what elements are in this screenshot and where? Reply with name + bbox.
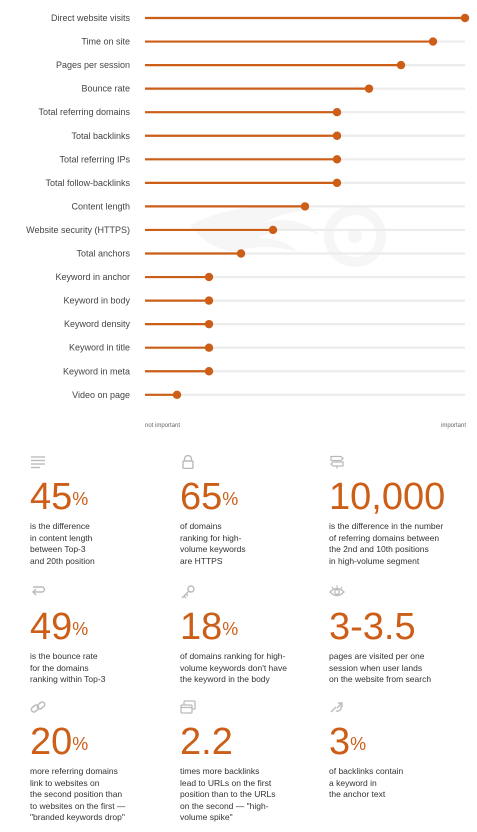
- stat-description: pages are visited per one session when u…: [329, 651, 432, 684]
- value-dot: [332, 108, 342, 117]
- category-label: Pages per session: [56, 60, 130, 70]
- stat-value: 20%: [30, 722, 88, 762]
- chart-row: Time on site: [81, 37, 465, 47]
- stat-number: 3: [329, 721, 351, 763]
- value-dot: [300, 202, 310, 211]
- return-arrow-icon: [30, 585, 46, 599]
- stat-value: 2.2: [180, 722, 233, 762]
- value-dot: [268, 225, 278, 235]
- category-label: Keyword in body: [63, 296, 130, 306]
- stat-number: 18: [180, 606, 223, 648]
- chart-row: Keyword in anchor: [55, 272, 465, 282]
- text-lines-icon: [30, 455, 46, 469]
- stat-unit: %: [222, 489, 239, 509]
- stat-unit: %: [72, 619, 89, 639]
- chart-row: Total anchors: [76, 249, 465, 259]
- category-label: Total referring domains: [38, 107, 130, 117]
- value-dot: [236, 249, 246, 258]
- stat-description: times more backlinks lead to URLs on the…: [180, 766, 276, 822]
- chart-row: Keyword density: [64, 319, 465, 329]
- category-label: Content length: [71, 201, 130, 211]
- category-label: Bounce rate: [81, 84, 130, 94]
- stat-unit: %: [222, 619, 239, 639]
- value-dot: [396, 60, 406, 70]
- value-dot: [460, 13, 470, 23]
- stat-number: 49: [30, 606, 73, 648]
- chart-row: Total backlinks: [71, 131, 465, 141]
- value-dot: [204, 343, 214, 352]
- stat-unit: %: [72, 734, 89, 754]
- value-dot: [204, 319, 214, 329]
- stat-description: of domains ranking for high- volume keyw…: [180, 651, 287, 684]
- key-icon: [180, 585, 196, 599]
- stat-value: 18%: [180, 607, 238, 647]
- category-label: Keyword in anchor: [55, 272, 130, 282]
- value-dot: [332, 178, 342, 188]
- stat-description: of backlinks contain a keyword in the an…: [329, 766, 404, 799]
- value-dot: [332, 155, 342, 164]
- chart-row: Keyword in title: [69, 343, 465, 353]
- category-label: Keyword in title: [69, 343, 130, 353]
- value-dot: [364, 84, 374, 93]
- lock-icon: [180, 455, 196, 469]
- ranking-factors-chart: Direct website visits Time on site Pages p…: [26, 13, 470, 429]
- chart-row: Total referring IPs: [59, 154, 465, 164]
- axis-max-label: important: [441, 423, 466, 429]
- stat-number: 2.2: [180, 721, 233, 763]
- stat-description: is the difference in the number of refer…: [329, 521, 444, 566]
- chart-row: Direct website visits: [51, 13, 470, 23]
- category-label: Total follow-backlinks: [45, 178, 130, 188]
- category-label: Total referring IPs: [59, 154, 130, 164]
- stat-description: more referring domains link to websites …: [30, 766, 126, 822]
- value-dot: [204, 367, 214, 376]
- stat-value: 10,000: [329, 477, 445, 517]
- stat-number: 65: [180, 476, 223, 518]
- stat-description: is the difference in content length betw…: [30, 521, 95, 566]
- axis-min-label: not important: [145, 423, 180, 429]
- value-dot: [204, 296, 214, 305]
- chart-row: Keyword in body: [63, 296, 465, 306]
- category-label: Website security (HTTPS): [26, 225, 130, 235]
- stat-value: 65%: [180, 477, 238, 517]
- chart-row: Video on page: [72, 390, 465, 400]
- stat-number: 3-3.5: [329, 606, 416, 648]
- link-icon: [30, 700, 46, 714]
- category-label: Time on site: [81, 37, 130, 47]
- anchor-link-icon: [329, 700, 345, 714]
- category-label: Video on page: [72, 390, 130, 400]
- category-label: Direct website visits: [51, 13, 131, 23]
- value-dot: [332, 131, 342, 140]
- value-dot: [204, 272, 214, 282]
- stat-value: 3%: [329, 722, 366, 762]
- value-dot: [172, 390, 182, 399]
- chart-row: Total follow-backlinks: [45, 178, 465, 188]
- signpost-icon: [329, 455, 345, 469]
- category-label: Keyword density: [64, 319, 131, 329]
- category-label: Keyword in meta: [63, 366, 130, 376]
- stat-number: 10,000: [329, 476, 446, 518]
- chart-row: Content length: [71, 201, 465, 211]
- stat-description: is the bounce rate for the domains ranki…: [30, 651, 106, 684]
- chart-row: Bounce rate: [81, 84, 465, 94]
- chart-row: Keyword in meta: [63, 366, 465, 376]
- stat-number: 20: [30, 721, 73, 763]
- stat-unit: %: [72, 489, 89, 509]
- chart-row: Pages per session: [56, 60, 465, 70]
- stat-value: 45%: [30, 477, 88, 517]
- stat-number: 45: [30, 476, 73, 518]
- value-dot: [428, 37, 438, 46]
- chart-row: Website security (HTTPS): [26, 225, 465, 235]
- chart-row: Total referring domains: [38, 107, 465, 117]
- windows-icon: [180, 700, 196, 714]
- category-label: Total backlinks: [71, 131, 130, 141]
- stat-value: 3-3.5: [329, 607, 416, 647]
- category-label: Total anchors: [76, 249, 130, 259]
- stat-unit: %: [350, 734, 367, 754]
- stat-value: 49%: [30, 607, 88, 647]
- eye-icon: [329, 585, 345, 599]
- stat-description: of domains ranking for high- volume keyw…: [180, 521, 246, 566]
